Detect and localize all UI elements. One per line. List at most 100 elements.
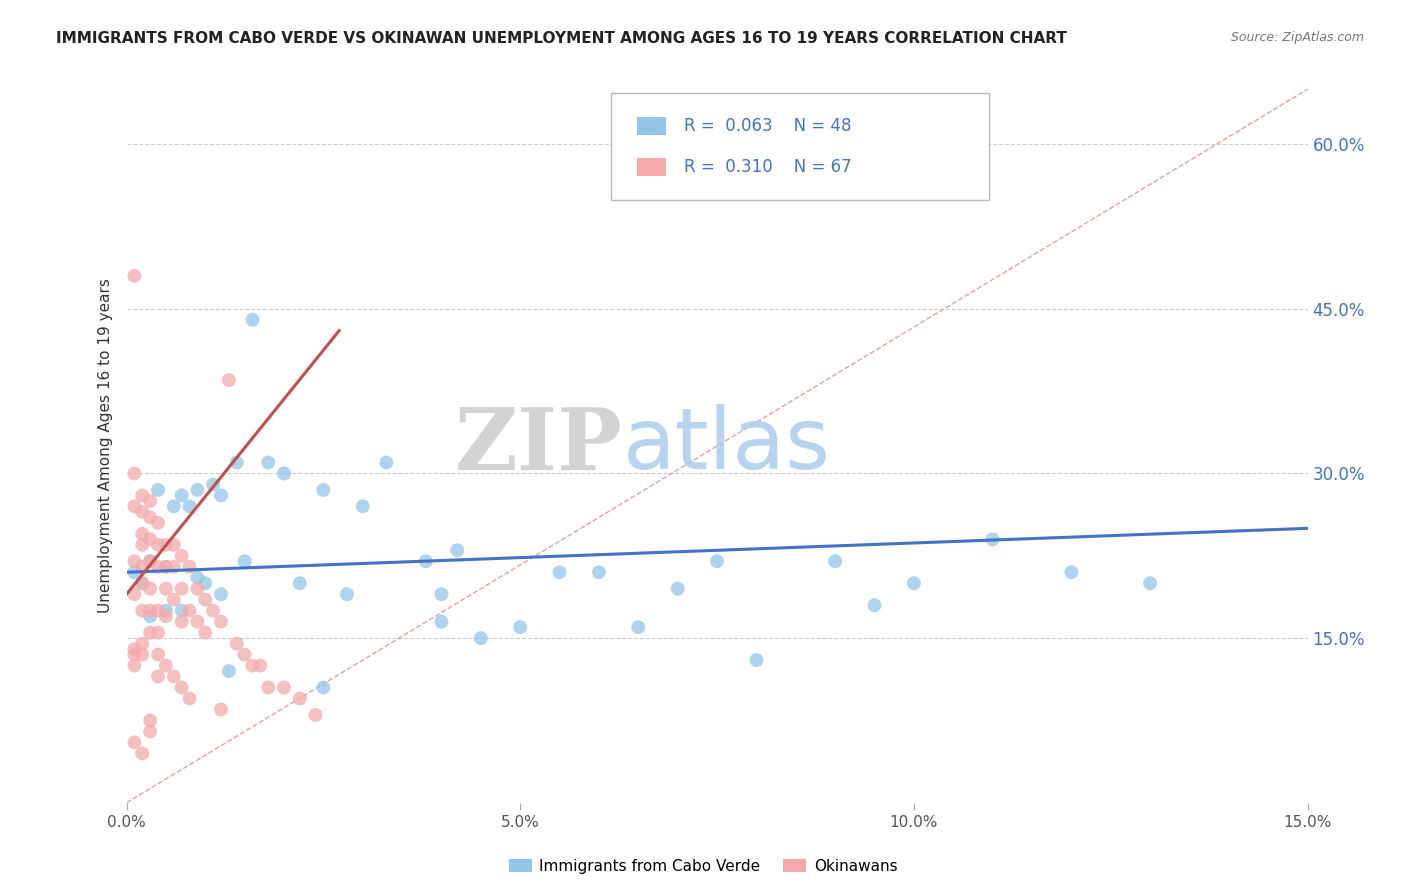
Point	[139, 554, 162, 568]
Point	[273, 681, 295, 695]
Point	[163, 669, 186, 683]
Point	[170, 681, 193, 695]
Point	[124, 467, 146, 481]
Point	[179, 691, 201, 706]
Point	[163, 538, 186, 552]
Point	[903, 576, 925, 591]
Point	[225, 637, 247, 651]
Point	[273, 467, 295, 481]
Point	[194, 592, 217, 607]
Point	[131, 526, 153, 541]
Point	[209, 702, 232, 716]
Point	[124, 554, 146, 568]
Point	[131, 559, 153, 574]
Text: IMMIGRANTS FROM CABO VERDE VS OKINAWAN UNEMPLOYMENT AMONG AGES 16 TO 19 YEARS CO: IMMIGRANTS FROM CABO VERDE VS OKINAWAN U…	[56, 31, 1067, 46]
Point	[233, 554, 256, 568]
Point	[588, 566, 610, 580]
Point	[202, 477, 225, 491]
Point	[202, 604, 225, 618]
Point	[548, 566, 571, 580]
Point	[146, 516, 169, 530]
Point	[124, 648, 146, 662]
Point	[146, 559, 169, 574]
Point	[375, 455, 398, 469]
Legend: Immigrants from Cabo Verde, Okinawans: Immigrants from Cabo Verde, Okinawans	[502, 853, 904, 880]
Point	[242, 658, 264, 673]
Text: Source: ZipAtlas.com: Source: ZipAtlas.com	[1230, 31, 1364, 45]
Point	[170, 549, 193, 563]
Point	[186, 615, 208, 629]
Point	[155, 658, 177, 673]
Point	[288, 691, 311, 706]
Point	[981, 533, 1004, 547]
Point	[430, 587, 453, 601]
Point	[470, 631, 492, 645]
Point	[170, 604, 193, 618]
Point	[352, 500, 374, 514]
Point	[131, 505, 153, 519]
Point	[209, 488, 232, 502]
Point	[288, 576, 311, 591]
Point	[139, 609, 162, 624]
Point	[209, 615, 232, 629]
Point	[249, 658, 271, 673]
Point	[124, 500, 146, 514]
Point	[179, 604, 201, 618]
Point	[218, 664, 240, 678]
Point	[233, 648, 256, 662]
Point	[124, 587, 146, 601]
Point	[124, 658, 146, 673]
Point	[312, 681, 335, 695]
Point	[131, 538, 153, 552]
Point	[139, 494, 162, 508]
Point	[242, 312, 264, 326]
Point	[139, 582, 162, 596]
Point	[218, 373, 240, 387]
Point	[186, 582, 208, 596]
Point	[163, 500, 186, 514]
Text: ZIP: ZIP	[454, 404, 623, 488]
Point	[170, 488, 193, 502]
Point	[155, 559, 177, 574]
Text: R =  0.063    N = 48: R = 0.063 N = 48	[683, 117, 852, 135]
FancyBboxPatch shape	[637, 117, 666, 135]
Text: R =  0.310    N = 67: R = 0.310 N = 67	[683, 158, 852, 176]
Point	[415, 554, 437, 568]
Point	[139, 724, 162, 739]
Point	[863, 598, 886, 612]
Point	[146, 669, 169, 683]
Point	[139, 510, 162, 524]
Point	[131, 747, 153, 761]
Point	[139, 533, 162, 547]
Point	[155, 582, 177, 596]
Point	[124, 642, 146, 657]
Point	[257, 681, 280, 695]
Point	[170, 615, 193, 629]
Point	[1060, 566, 1083, 580]
Point	[225, 455, 247, 469]
Point	[124, 566, 146, 580]
Point	[146, 648, 169, 662]
Point	[155, 538, 177, 552]
Point	[139, 554, 162, 568]
Point	[186, 571, 208, 585]
Point	[186, 483, 208, 497]
Point	[139, 625, 162, 640]
Point	[139, 604, 162, 618]
FancyBboxPatch shape	[637, 158, 666, 176]
Point	[706, 554, 728, 568]
Point	[194, 625, 217, 640]
Point	[194, 576, 217, 591]
Point	[1139, 576, 1161, 591]
Point	[824, 554, 846, 568]
Point	[131, 604, 153, 618]
Point	[257, 455, 280, 469]
Point	[627, 620, 650, 634]
Point	[304, 708, 326, 723]
Point	[124, 735, 146, 749]
Point	[146, 625, 169, 640]
Point	[336, 587, 359, 601]
Point	[430, 615, 453, 629]
Point	[170, 582, 193, 596]
Point	[155, 604, 177, 618]
